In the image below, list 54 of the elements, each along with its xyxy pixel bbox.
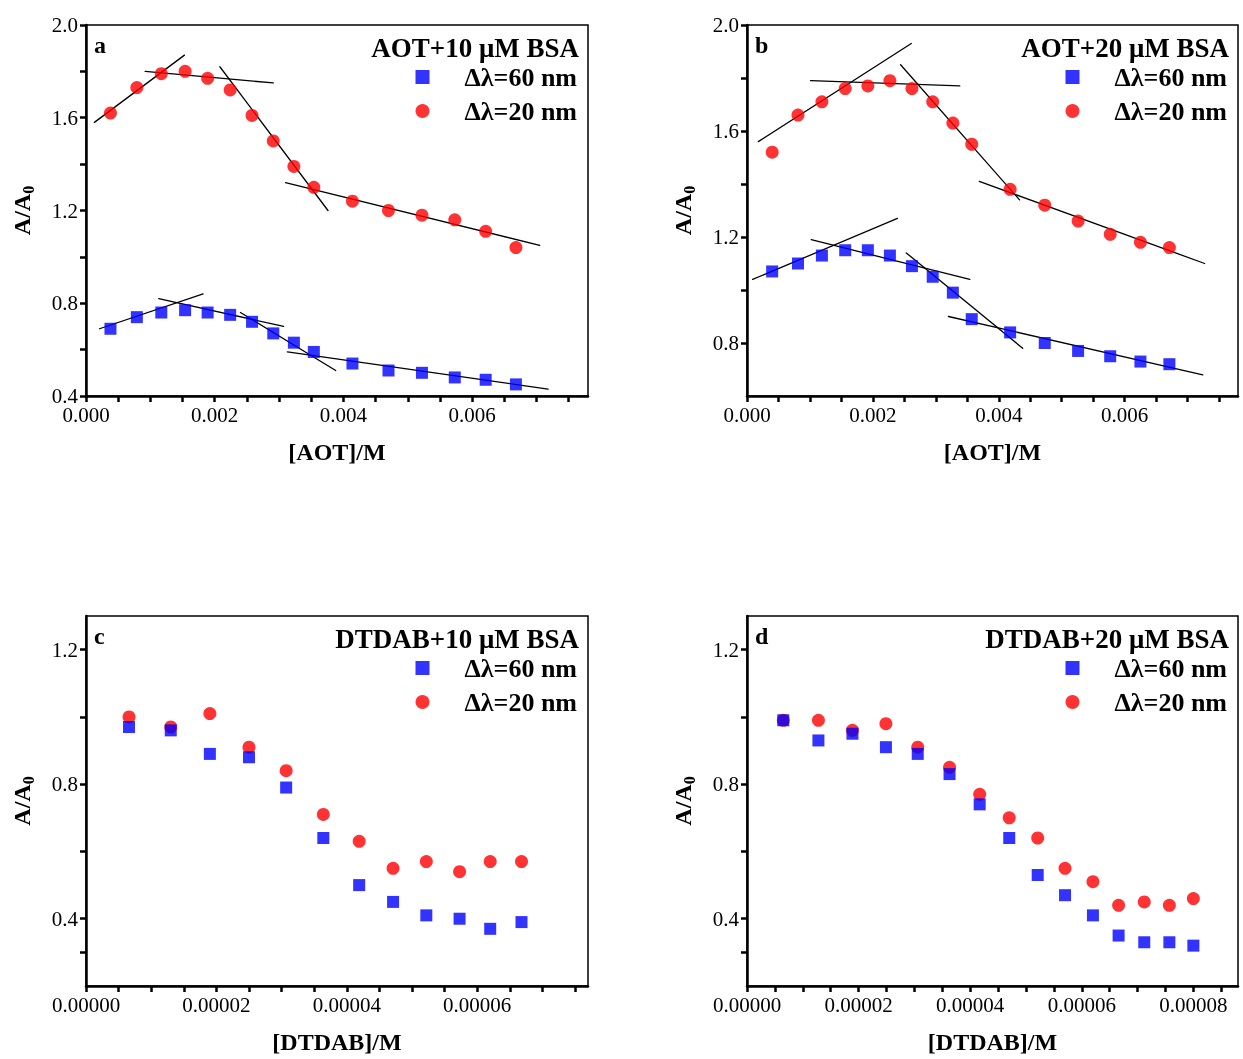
y-axis-title: A/A0 <box>9 775 37 826</box>
legend-label: Δλ=60 nm <box>464 62 578 92</box>
y-tick-label: 0.8 <box>712 771 739 796</box>
legend-title: AOT+10 μM BSA <box>371 32 580 63</box>
x-tick-label: 0.006 <box>448 402 496 427</box>
x-tick-label: 0.006 <box>1101 402 1149 427</box>
y-axis-title: A/A0 <box>9 185 37 236</box>
y-tick-label: 1.6 <box>51 105 78 130</box>
legend-label: Δλ=60 nm <box>464 653 578 682</box>
legend-label: Δλ=20 nm <box>1114 96 1228 126</box>
x-tick-label: 0.00002 <box>182 992 251 1016</box>
annotation: a <box>94 32 106 58</box>
x-tick-label: 0.00002 <box>824 992 893 1016</box>
legend-label: Δλ=20 nm <box>464 687 578 716</box>
y-tick-label: 2.0 <box>51 13 78 37</box>
y-axis-title: A/A0 <box>670 775 698 826</box>
x-axis-title: [DTDAB]/M <box>927 1028 1058 1055</box>
x-tick-label: 0.004 <box>319 402 368 427</box>
x-axis-title: [AOT]/M <box>288 439 386 465</box>
x-axis-title: [DTDAB]/M <box>272 1028 402 1055</box>
x-tick-label: 0.002 <box>191 402 239 427</box>
y-tick-label: 1.2 <box>712 637 739 662</box>
x-tick-label: 0.00000 <box>51 992 121 1016</box>
x-tick-label: 0.00006 <box>1047 992 1116 1016</box>
annotation: b <box>755 32 769 58</box>
legend-label: Δλ=20 nm <box>1114 687 1228 716</box>
annotation: d <box>755 622 769 649</box>
x-tick-label: 0.000 <box>723 402 771 427</box>
legend-label: Δλ=60 nm <box>1114 653 1228 682</box>
x-axis-title: [AOT]/M <box>943 439 1042 465</box>
y-tick-label: 0.8 <box>51 771 78 796</box>
legend-label: Δλ=60 nm <box>1114 62 1228 92</box>
legend-title: DTDAB+10 μM BSA <box>335 623 580 653</box>
x-tick-label: 0.002 <box>849 402 897 427</box>
legend-title: AOT+20 μM BSA <box>1021 32 1230 63</box>
y-tick-label: 0.4 <box>51 906 79 931</box>
legend-label: Δλ=20 nm <box>464 96 578 126</box>
x-tick-label: 0.00006 <box>443 992 512 1016</box>
annotation: c <box>94 622 105 649</box>
x-tick-label: 0.00004 <box>936 992 1005 1016</box>
y-axis-title: A/A0 <box>670 185 698 236</box>
x-tick-label: 0.004 <box>975 402 1023 427</box>
y-tick-label: 1.2 <box>51 198 78 223</box>
x-tick-label: 0.00000 <box>712 992 782 1016</box>
y-tick-label: 0.4 <box>712 906 740 931</box>
y-tick-label: 0.8 <box>712 331 739 355</box>
y-tick-label: 0.8 <box>51 291 78 316</box>
y-tick-label: 2.0 <box>712 13 739 37</box>
x-tick-label: 0.00004 <box>312 992 382 1016</box>
x-tick-label: 0.00008 <box>1159 992 1228 1016</box>
y-tick-label: 1.2 <box>712 225 739 249</box>
legend-title: DTDAB+20 μM BSA <box>985 623 1230 653</box>
y-tick-label: 1.6 <box>712 119 739 143</box>
y-tick-label: 1.2 <box>51 637 78 662</box>
